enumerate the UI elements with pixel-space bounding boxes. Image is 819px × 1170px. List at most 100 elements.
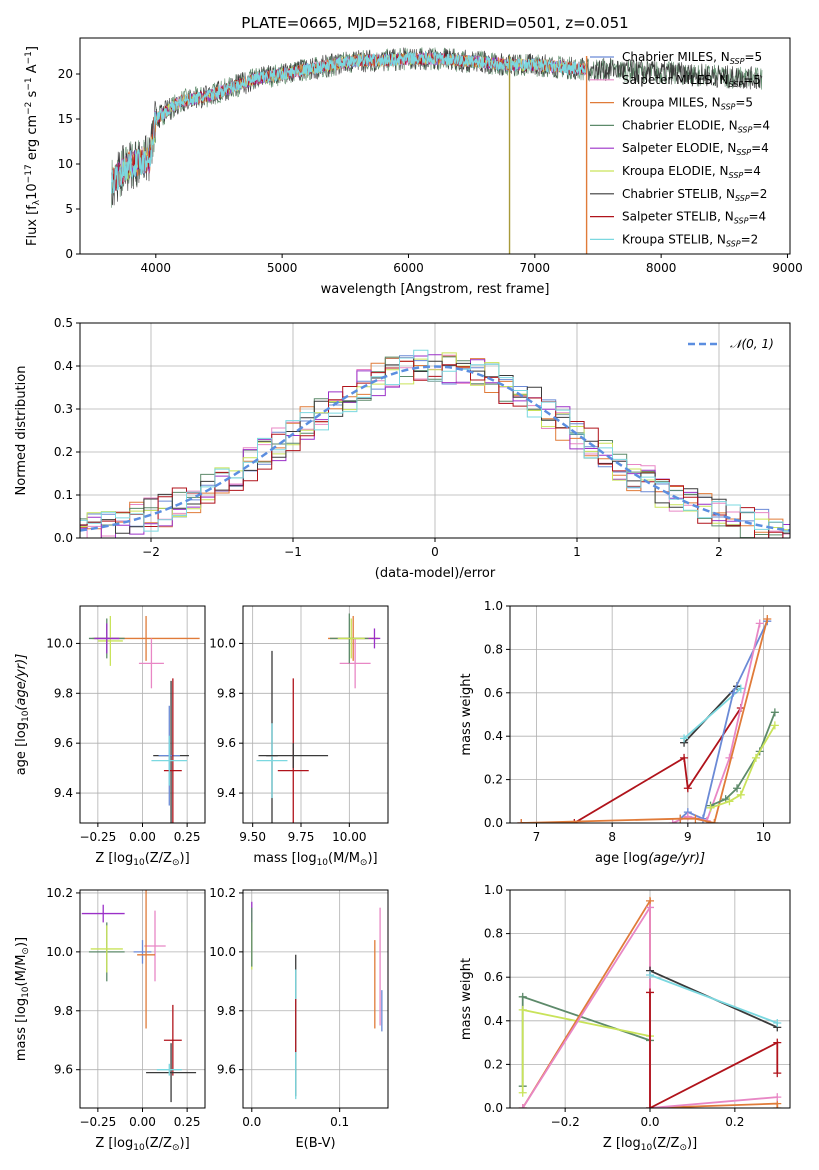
y-axis-label: Normed distribution [14,366,29,496]
spectrum-line-kroupa-stelib [111,51,588,194]
plus-marker [773,1093,782,1102]
y-tick-label: 0.6 [484,970,503,984]
plus-marker [646,903,654,912]
mass-weight-series [646,971,782,1027]
plot-frame [242,605,389,824]
x-axis-label: mass [log10(M/M⊙)] [253,851,377,868]
x-tick-label: 0.1 [330,1115,349,1129]
plus-marker [680,734,689,743]
histogram-step-kroupa-elodie [80,352,790,531]
y-tick-label: 0.8 [484,642,503,656]
histogram-step-kroupa-stelib [80,349,790,532]
data-point [138,638,164,689]
plus-marker [706,803,715,812]
normal-curve [80,365,790,532]
mass-vs-ebv-panel: 0.0 0.1 9.6 9.8 10.0 10.2 E(B-V) [209,886,389,1151]
y-tick-label: 0 [65,247,73,261]
x-tick-label: 9000 [772,261,803,275]
y-tick-label: 1.0 [484,883,503,897]
data-point [258,743,329,769]
data-point [163,678,182,823]
x-tick-label: 10.00 [332,830,366,844]
x-axis-label: age [log(age/yr)] [595,851,705,866]
x-tick-label: −2 [142,545,160,559]
y-tick-label: 0.1 [54,488,73,502]
y-tick-label: 0.5 [54,316,73,330]
legend-entry: Kroupa STELIB, NSSP=2 [622,232,758,248]
y-tick-label: 9.6 [54,736,73,750]
histogram-panel: −2 −1 0 1 2 0.0 0.1 0.2 0.3 0.4 0.5 (data-model)/er… [14,316,791,581]
data-point [163,1004,182,1076]
y-tick-label: 9.8 [217,686,236,700]
x-tick-label: −0.25 [79,1115,116,1129]
plus-marker [668,819,677,823]
x-tick-label: 2 [715,545,723,559]
plus-marker [729,688,738,697]
histogram-step-salpeter-stelib [80,360,790,538]
mass-weight-line [649,974,778,1024]
x-tick-label: 0.25 [174,1115,201,1129]
legend-entry: Chabrier ELODIE, NSSP=4 [622,118,770,134]
y-tick-label: 1.0 [484,599,503,613]
y-tick-label: 0.2 [484,1057,503,1071]
error-bars [88,615,200,823]
mass-weight-series [517,615,772,823]
plus-marker [518,1088,527,1097]
mass-weight-series [676,617,772,823]
histogram-step-chabrier-elodie [80,356,790,538]
mass-vs-z-panel: −0.25 0.00 0.25 9.6 9.8 10.0 10.2 Z [log10(Z/Z⊙… [14,886,206,1153]
x-axis-label: Z [log10(Z/Z⊙)] [95,851,189,868]
x-tick-label: 9.75 [288,830,315,844]
legend-entry: Chabrier STELIB, NSSP=2 [622,187,767,203]
y-tick-label: 5 [65,202,73,216]
plot-frame [79,37,791,255]
legend-entry: Kroupa ELODIE, NSSP=4 [622,164,761,180]
y-tick-label: 9.6 [54,1063,73,1077]
plot-frame [509,889,791,1109]
x-tick-label: 4000 [141,261,172,275]
plot-frame [79,605,206,824]
data-point [151,735,188,786]
figure-title: PLATE=0665, MJD=52168, FIBERID=0501, z=0… [241,14,628,32]
y-tick-label: 0.4 [54,359,73,373]
plus-marker [725,797,734,806]
y-tick-label: 0.0 [54,531,73,545]
mass-weight-vs-age-panel: 7 8 9 10 0.0 0.2 0.4 0.6 0.8 1.0 age [log(age/yr)]… [459,599,791,866]
y-tick-label: 10.2 [209,886,236,900]
plus-marker [676,814,685,823]
plus-marker [773,1018,782,1027]
x-tick-label: 0.00 [129,830,156,844]
y-tick-label: 0.4 [484,1014,503,1028]
legend: Chabrier MILES, NSSP=5 Salpeter MILES, NS… [590,50,770,248]
plus-marker [755,619,764,628]
y-tick-label: 20 [58,67,73,81]
y-axis-label: age [log10(age/yr)] [14,654,31,776]
x-tick-label: 0 [431,545,439,559]
plus-marker [770,708,779,717]
data-point [337,618,365,659]
plot-frame [242,889,389,1109]
plus-marker [683,784,692,793]
plus-marker [518,1005,527,1014]
mass-weight-line [649,992,779,1108]
y-tick-label: 10.0 [46,945,73,959]
histogram-steps [80,349,790,538]
error-bars [81,890,197,1103]
mass-weight-line [521,1008,651,1093]
mass-weight-lines [518,896,782,1108]
y-axis-label: Flux [fλ10−17 erg cm−2 s−1 A−1] [24,46,42,246]
error-bars [251,901,383,1100]
y-tick-label: 10.0 [46,636,73,650]
x-tick-label: 9 [684,830,692,844]
x-tick-label: 8000 [646,261,677,275]
y-tick-label: 10.2 [46,886,73,900]
plus-marker [691,814,700,823]
y-tick-label: 0.2 [54,445,73,459]
x-tick-label: −1 [284,545,302,559]
x-tick-label: 7000 [520,261,551,275]
y-tick-label: 9.6 [217,736,236,750]
data-point [144,910,166,982]
x-tick-label: 0.00 [129,1115,156,1129]
plus-marker [733,784,742,793]
y-tick-label: 0.0 [484,1101,503,1115]
